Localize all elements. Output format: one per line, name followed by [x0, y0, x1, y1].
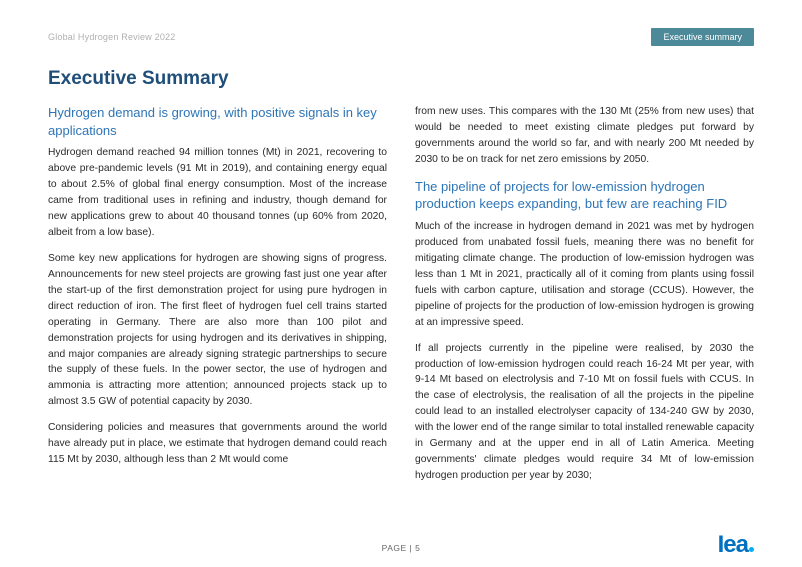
- right-para-3: If all projects currently in the pipelin…: [415, 341, 754, 485]
- main-heading: Executive Summary: [48, 68, 754, 90]
- header-row: Global Hydrogen Review 2022 Executive su…: [48, 28, 754, 46]
- right-para-1: from new uses. This compares with the 13…: [415, 104, 754, 168]
- subheading-demand: Hydrogen demand is growing, with positiv…: [48, 104, 387, 139]
- right-para-2: Much of the increase in hydrogen demand …: [415, 219, 754, 331]
- logo-dot-icon: [749, 547, 754, 552]
- right-column: from new uses. This compares with the 13…: [415, 104, 754, 494]
- page-number: PAGE | 5: [382, 543, 421, 553]
- section-badge: Executive summary: [651, 28, 754, 46]
- iea-logo: Iea: [718, 533, 754, 557]
- content-columns: Hydrogen demand is growing, with positiv…: [48, 104, 754, 494]
- left-para-3: Considering policies and measures that g…: [48, 420, 387, 468]
- subheading-pipeline: The pipeline of projects for low-emissio…: [415, 178, 754, 213]
- left-para-1: Hydrogen demand reached 94 million tonne…: [48, 145, 387, 241]
- page-footer: PAGE | 5: [0, 543, 802, 553]
- left-para-2: Some key new applications for hydrogen a…: [48, 251, 387, 411]
- document-title: Global Hydrogen Review 2022: [48, 32, 175, 42]
- logo-text: Iea: [718, 533, 748, 557]
- left-column: Hydrogen demand is growing, with positiv…: [48, 104, 387, 494]
